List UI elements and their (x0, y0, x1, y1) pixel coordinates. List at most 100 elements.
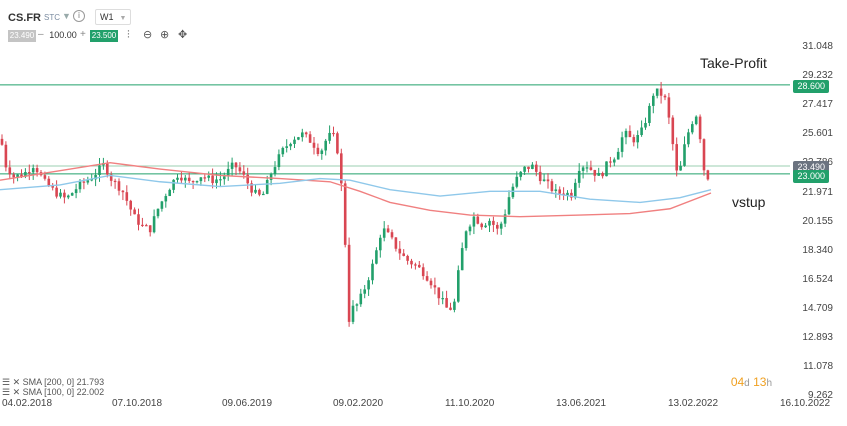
sma100-line (0, 174, 712, 204)
candle-body (164, 196, 168, 202)
candle-body (679, 165, 682, 171)
candle-body (78, 181, 82, 190)
candle-body (160, 201, 164, 209)
candle-body (277, 154, 281, 168)
quantity-input[interactable]: 100.00 (49, 30, 77, 40)
candle-body (418, 264, 421, 268)
candle-body (523, 166, 526, 172)
candle-body (226, 168, 230, 177)
candle-body (320, 150, 324, 154)
candle-body (137, 214, 140, 225)
candle-body (655, 88, 659, 96)
candle-body (694, 116, 698, 125)
date-axis-label: 07.10.2018 (112, 398, 163, 409)
sma100-legend-text: SMA [100, 0] 22.002 (22, 387, 105, 397)
candle-body (203, 177, 207, 179)
candle-body (503, 214, 507, 224)
candle-body (640, 127, 643, 136)
candle-type-icon[interactable]: ⫶ (127, 28, 130, 41)
entry-annotation: vstup (732, 194, 766, 210)
timer-hours-unit: h (766, 378, 772, 389)
info-icon[interactable]: i (73, 10, 85, 22)
symbol-label[interactable]: CS.FR (8, 12, 41, 24)
candle-body (74, 189, 78, 194)
candle-body (343, 183, 347, 245)
sma200-legend[interactable]: ☰ ✕ SMA [200, 0] 21.793 (2, 377, 104, 388)
candle-body (460, 248, 464, 271)
candle-body (230, 162, 234, 169)
candle-body (223, 176, 226, 180)
candle-body (453, 301, 456, 310)
candle-body (0, 138, 4, 145)
candle-body (527, 166, 530, 169)
candle-body (546, 179, 550, 182)
entry-price-tag[interactable]: 23.000 (793, 170, 829, 183)
date-axis-label: 09.06.2019 (222, 398, 273, 409)
take-profit-price-tag[interactable]: 28.600 (793, 80, 829, 93)
candle-body (215, 179, 218, 184)
price-axis-label: 11.078 (803, 361, 833, 373)
candle-body (16, 174, 19, 178)
candle-body (480, 223, 483, 228)
candle-body (468, 226, 472, 232)
candle-body (148, 225, 152, 233)
candle-body (394, 237, 398, 249)
candle-body (246, 174, 249, 184)
candle-body (476, 216, 480, 224)
symbol-dropdown-icon[interactable]: ▼ (62, 11, 71, 21)
legend-menu-icon: ☰ ✕ (2, 377, 23, 387)
candle-body (507, 197, 511, 215)
candle-body (152, 216, 156, 233)
candle-body (488, 220, 491, 226)
candle-body (308, 134, 312, 143)
candle-body (113, 180, 117, 183)
increase-quantity-button[interactable]: + (80, 29, 86, 40)
candle-body (156, 208, 160, 217)
candle-body (636, 135, 639, 143)
candle-body (414, 264, 417, 266)
candle-body (382, 228, 386, 238)
candle-body (8, 167, 12, 175)
candle-body (429, 280, 433, 286)
candle-body (47, 178, 51, 186)
candle-body (117, 181, 121, 191)
decrease-quantity-button[interactable]: – (38, 29, 44, 40)
candle-body (109, 174, 113, 181)
candle-body (386, 228, 390, 233)
candle-timer: 04d 13h (731, 375, 772, 389)
crosshair-icon[interactable]: ✥ (178, 28, 188, 41)
sma100-legend[interactable]: ☰ ✕ SMA [100, 0] 22.002 (2, 387, 104, 398)
candle-body (191, 180, 195, 183)
timer-days: 04 (730, 375, 745, 389)
candle-body (347, 244, 351, 322)
buy-button[interactable]: 23.500 (90, 30, 118, 42)
candle-body (129, 200, 132, 210)
price-axis-label: 21.971 (802, 186, 833, 198)
candle-body (63, 192, 66, 198)
chevron-down-icon: ▼ (119, 15, 127, 22)
zoom-out-icon[interactable]: ⊖ (143, 28, 153, 41)
candle-body (94, 175, 97, 180)
candle-body (51, 185, 54, 188)
candle-body (285, 146, 288, 148)
candle-body (609, 161, 612, 163)
candle-body (262, 193, 265, 196)
candle-body (457, 270, 460, 302)
price-axis-label: 18.340 (802, 244, 833, 256)
candle-body (538, 171, 542, 182)
candle-body (519, 171, 522, 177)
candle-body (644, 122, 647, 128)
candle-body (340, 153, 343, 184)
candle-body (336, 133, 339, 154)
candle-body (667, 97, 671, 118)
sell-button[interactable]: 23.490 (8, 30, 36, 42)
candle-body (35, 168, 39, 173)
sma200-line (0, 161, 712, 218)
candle-body (4, 144, 8, 168)
candle-body (593, 169, 597, 176)
timeframe-select[interactable]: W1 ▼ (95, 9, 132, 25)
zoom-in-icon[interactable]: ⊕ (160, 28, 170, 41)
candle-body (390, 232, 394, 238)
candle-body (289, 143, 292, 147)
